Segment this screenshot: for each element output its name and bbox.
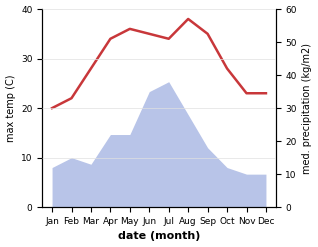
Y-axis label: med. precipitation (kg/m2): med. precipitation (kg/m2) (302, 43, 313, 174)
Y-axis label: max temp (C): max temp (C) (5, 74, 16, 142)
X-axis label: date (month): date (month) (118, 231, 200, 242)
